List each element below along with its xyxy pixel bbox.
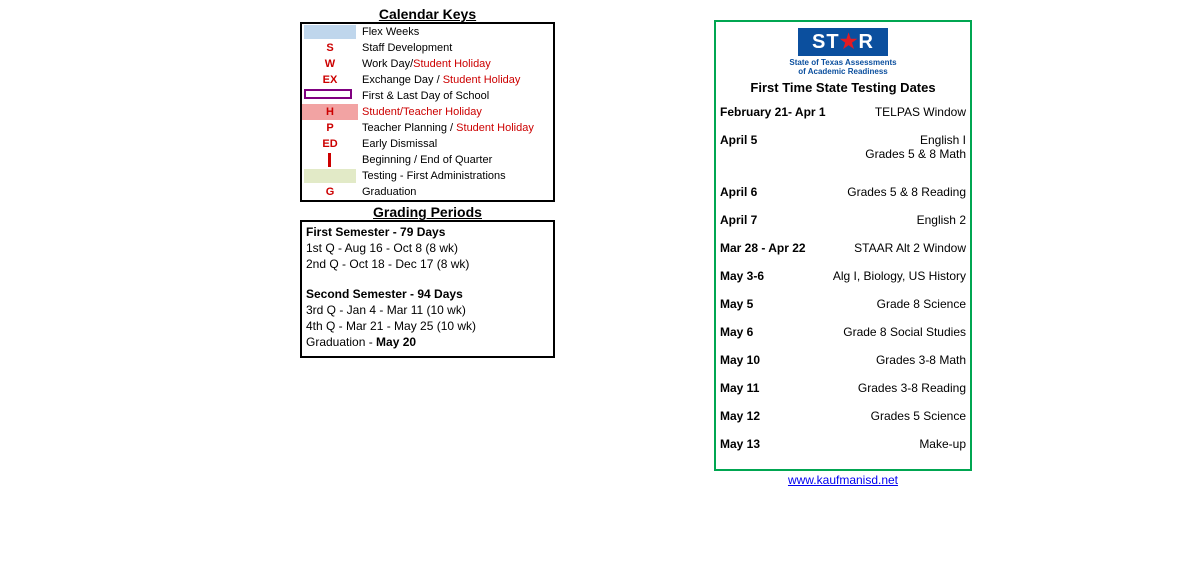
testing-desc: English IGrades 5 & 8 Math [865, 133, 966, 161]
testing-row: May 11 Grades 3-8 Reading [720, 381, 966, 395]
testing-date: May 10 [720, 353, 760, 367]
testing-date: May 6 [720, 325, 753, 339]
graduation-date: May 20 [376, 335, 416, 349]
calendar-key-symbol [302, 24, 358, 40]
calendar-key-label: Beginning / End of Quarter [358, 152, 553, 168]
testing-desc: TELPAS Window [875, 105, 966, 119]
testing-date: May 3-6 [720, 269, 764, 283]
grading-periods-title: Grading Periods [300, 204, 555, 220]
calendar-key-label: First & Last Day of School [358, 88, 553, 104]
calendar-key-symbol: H [302, 104, 358, 120]
testing-desc: Grades 5 & 8 Reading [847, 185, 966, 199]
calendar-key-row: Testing - First Administrations [302, 168, 553, 184]
calendar-key-label: Early Dismissal [358, 136, 553, 152]
testing-row: May 13 Make-up [720, 437, 966, 451]
semester-2-head: Second Semester - 94 Days [306, 286, 549, 302]
calendar-key-row: First & Last Day of School [302, 88, 553, 104]
left-column: Calendar Keys Flex WeeksSStaff Developme… [300, 6, 555, 358]
testing-date: April 6 [720, 185, 757, 199]
testing-box: ST★R State of Texas Assessments of Acade… [714, 20, 972, 471]
testing-desc: Grades 3-8 Reading [858, 381, 966, 395]
right-column: ST★R State of Texas Assessments of Acade… [714, 20, 972, 487]
calendar-key-symbol: ED [302, 136, 358, 152]
star-logo-text-right: R [859, 31, 874, 53]
calendar-key-symbol: W [302, 56, 358, 72]
semester-1-q1: 1st Q - Aug 16 - Oct 8 (8 wk) [306, 240, 549, 256]
testing-date: May 5 [720, 297, 753, 311]
testing-row: May 12 Grades 5 Science [720, 409, 966, 423]
calendar-key-symbol [302, 152, 358, 168]
grading-periods-box: First Semester - 79 Days 1st Q - Aug 16 … [300, 220, 555, 358]
calendar-key-symbol: EX [302, 72, 358, 88]
testing-title: First Time State Testing Dates [720, 80, 966, 95]
star-logo-text-left: ST [812, 31, 840, 53]
testing-row: May 6 Grade 8 Social Studies [720, 325, 966, 339]
calendar-key-label: Graduation [358, 184, 553, 200]
calendar-keys-title: Calendar Keys [300, 6, 555, 22]
testing-row: April 6 Grades 5 & 8 Reading [720, 185, 966, 199]
calendar-key-symbol: P [302, 120, 358, 136]
semester-2-q3: 3rd Q - Jan 4 - Mar 11 (10 wk) [306, 302, 549, 318]
star-subtitle-1: State of Texas Assessments [720, 58, 966, 67]
calendar-key-row: Beginning / End of Quarter [302, 152, 553, 168]
calendar-key-label: Staff Development [358, 40, 553, 56]
calendar-key-row: WWork Day/Student Holiday [302, 56, 553, 72]
calendar-key-row: Flex Weeks [302, 24, 553, 40]
semester-2-q4: 4th Q - Mar 21 - May 25 (10 wk) [306, 318, 549, 334]
calendar-keys-box: Flex WeeksSStaff DevelopmentWWork Day/St… [300, 22, 555, 202]
calendar-key-label: Exchange Day / Student Holiday [358, 72, 553, 88]
testing-desc: STAAR Alt 2 Window [854, 241, 966, 255]
testing-row: April 7 English 2 [720, 213, 966, 227]
testing-date: May 13 [720, 437, 760, 451]
calendar-key-row: PTeacher Planning / Student Holiday [302, 120, 553, 136]
testing-desc: Grades 5 Science [871, 409, 966, 423]
calendar-key-label: Testing - First Administrations [358, 168, 553, 184]
star-logo: ST★R [798, 28, 888, 56]
calendar-key-label: Flex Weeks [358, 24, 553, 40]
testing-row: Mar 28 - Apr 22 STAAR Alt 2 Window [720, 241, 966, 255]
testing-row: May 5 Grade 8 Science [720, 297, 966, 311]
testing-date: April 7 [720, 213, 757, 227]
testing-date: Mar 28 - Apr 22 [720, 241, 806, 255]
testing-date: April 5 [720, 133, 757, 147]
calendar-key-symbol: G [302, 184, 358, 200]
testing-desc: Alg I, Biology, US History [833, 269, 966, 283]
calendar-key-row: SStaff Development [302, 40, 553, 56]
calendar-key-symbol: S [302, 40, 358, 56]
calendar-key-label: Student/Teacher Holiday [358, 104, 553, 120]
testing-row: May 10 Grades 3-8 Math [720, 353, 966, 367]
testing-desc: Grade 8 Science [877, 297, 966, 311]
testing-date: February 21- Apr 1 [720, 105, 826, 119]
calendar-key-label: Teacher Planning / Student Holiday [358, 120, 553, 136]
calendar-key-symbol [302, 88, 358, 105]
testing-desc: Make-up [919, 437, 966, 451]
calendar-key-symbol [302, 168, 358, 184]
testing-row: May 3-6 Alg I, Biology, US History [720, 269, 966, 283]
testing-rows: February 21- Apr 1 TELPAS Window April 5 En… [720, 105, 966, 451]
calendar-key-row: GGraduation [302, 184, 553, 200]
graduation-line: Graduation - May 20 [306, 334, 549, 350]
star-subtitle-2: of Academic Readiness [720, 67, 966, 76]
testing-row: February 21- Apr 1 TELPAS Window [720, 105, 966, 119]
graduation-prefix: Graduation - [306, 335, 376, 349]
semester-1-head: First Semester - 79 Days [306, 224, 549, 240]
calendar-key-row: HStudent/Teacher Holiday [302, 104, 553, 120]
calendar-key-row: EDEarly Dismissal [302, 136, 553, 152]
site-link[interactable]: www.kaufmanisd.net [714, 473, 972, 487]
star-icon: ★ [840, 28, 859, 56]
testing-date: May 11 [720, 381, 759, 395]
testing-row: April 5 English IGrades 5 & 8 Math [720, 133, 966, 161]
testing-desc: Grades 3-8 Math [876, 353, 966, 367]
calendar-key-row: EXExchange Day / Student Holiday [302, 72, 553, 88]
testing-desc: English 2 [917, 213, 966, 227]
testing-desc: Grade 8 Social Studies [843, 325, 966, 339]
testing-date: May 12 [720, 409, 760, 423]
calendar-key-label: Work Day/Student Holiday [358, 56, 553, 72]
semester-1-q2: 2nd Q - Oct 18 - Dec 17 (8 wk) [306, 256, 549, 272]
